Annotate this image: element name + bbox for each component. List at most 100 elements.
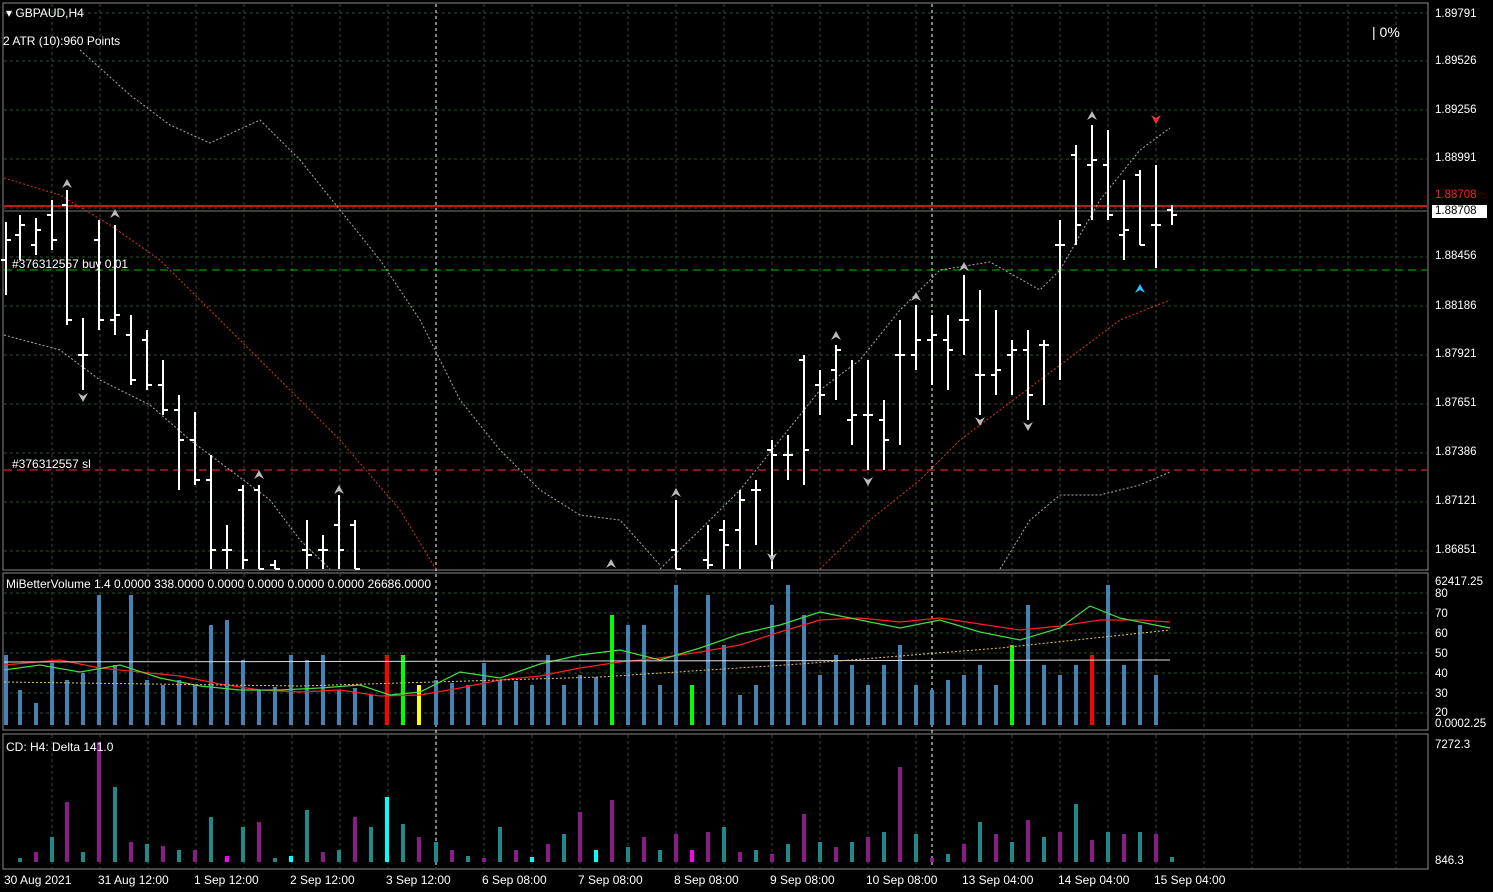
chevron-down-icon: ▾ xyxy=(6,6,13,20)
time-label: 31 Aug 12:00 xyxy=(98,873,169,887)
delta-indicator-label: CD: H4: Delta 141.0 xyxy=(6,740,114,754)
volume-bar xyxy=(417,685,421,725)
upper-envelope xyxy=(79,49,661,566)
delta-bar xyxy=(594,850,598,862)
price-tick: 1.89256 xyxy=(1435,104,1477,116)
delta-bar xyxy=(578,812,582,862)
volume-bar xyxy=(97,595,101,725)
delta-bar xyxy=(850,842,854,862)
volume-bar xyxy=(818,675,822,725)
price-tick: 1.88456 xyxy=(1435,250,1477,262)
volume-tick: 20 xyxy=(1435,707,1448,719)
delta-bar xyxy=(289,856,293,862)
delta-bar xyxy=(273,858,277,862)
volume-dotted-average xyxy=(3,629,1171,687)
delta-bar xyxy=(417,837,421,862)
fractal-arrows xyxy=(62,111,1161,568)
volume-tick: 50 xyxy=(1435,648,1448,660)
delta-bar xyxy=(706,832,710,862)
price-tick: 1.86851 xyxy=(1435,544,1477,556)
fractal-up-arrow xyxy=(334,485,344,494)
volume-bar xyxy=(369,695,373,725)
volume-bar xyxy=(321,655,325,725)
volume-bar xyxy=(594,677,598,725)
volume-bar xyxy=(770,605,774,725)
price-bars xyxy=(1,125,1177,570)
volume-bar xyxy=(177,680,181,725)
volume-bar xyxy=(18,690,22,725)
delta-bar xyxy=(530,857,534,862)
time-label: 15 Sep 04:00 xyxy=(1154,873,1226,887)
symbol-dropdown[interactable]: ▾ GBPAUD,H4 xyxy=(6,6,84,20)
volume-bar xyxy=(81,673,85,725)
volume-bar xyxy=(1058,675,1062,725)
delta-bar xyxy=(434,842,438,862)
volume-bar xyxy=(978,665,982,725)
delta-bar xyxy=(882,832,886,862)
price-tick: 1.88991 xyxy=(1435,152,1477,164)
volume-bar xyxy=(706,595,710,725)
volume-bar xyxy=(930,690,934,725)
delta-bar xyxy=(914,834,918,862)
delta-bar xyxy=(626,847,630,862)
delta-min-label: 846.3 xyxy=(1435,855,1464,867)
volume-bar xyxy=(882,665,886,725)
volume-bar xyxy=(482,663,486,725)
volume-bar xyxy=(1042,665,1046,725)
volume-bar xyxy=(786,585,790,725)
delta-bar xyxy=(225,856,229,862)
trend-ma-red-right xyxy=(819,299,1171,570)
volume-bar xyxy=(1090,655,1094,725)
volume-bar xyxy=(994,685,998,725)
delta-bar xyxy=(337,850,341,862)
volume-bar xyxy=(353,688,357,725)
delta-bar xyxy=(754,850,758,862)
delta-bar xyxy=(834,847,838,862)
delta-bar xyxy=(1170,857,1174,862)
delta-bar xyxy=(514,850,518,862)
delta-bar xyxy=(802,814,806,862)
delta-bar xyxy=(546,844,550,862)
volume-tick: 40 xyxy=(1435,668,1448,680)
volume-bar xyxy=(257,690,261,725)
volume-tick: 60 xyxy=(1435,628,1448,640)
delta-bar xyxy=(1074,804,1078,862)
delta-bar xyxy=(113,787,117,862)
volume-bar xyxy=(962,675,966,725)
volume-bar xyxy=(866,685,870,725)
volume-bar xyxy=(1106,585,1110,725)
volume-tick: 80 xyxy=(1435,588,1448,600)
volume-bar xyxy=(385,655,389,725)
delta-bar xyxy=(1042,837,1046,862)
fractal-up-arrow xyxy=(606,559,616,568)
delta-bar xyxy=(866,837,870,862)
volume-bar xyxy=(898,645,902,725)
volume-bar xyxy=(273,687,277,725)
volume-white-level xyxy=(3,659,1171,663)
volume-bar xyxy=(1138,625,1142,725)
chart-grid xyxy=(4,4,1427,868)
fractal-down-arrow xyxy=(78,393,88,402)
fractal-up-arrow xyxy=(110,209,120,218)
volume-bar xyxy=(514,681,518,725)
delta-bar xyxy=(1026,820,1030,862)
volume-tick: 30 xyxy=(1435,688,1448,700)
price-tick: 1.89526 xyxy=(1435,55,1477,67)
delta-bar xyxy=(482,858,486,862)
volume-panel-frame xyxy=(2,572,1429,731)
volume-red-average xyxy=(3,617,1171,697)
delta-bar xyxy=(177,850,181,862)
time-label: 9 Sep 08:00 xyxy=(770,873,835,887)
volume-histogram xyxy=(3,585,1171,725)
current-price-tag: 1.88708 xyxy=(1432,205,1487,218)
time-label: 7 Sep 08:00 xyxy=(578,873,643,887)
buy-order-label[interactable]: #376312557 buy 0.01 xyxy=(12,257,129,271)
delta-bar xyxy=(161,846,165,862)
delta-bar xyxy=(674,834,678,862)
delta-bar xyxy=(1058,832,1062,862)
sl-order-label[interactable]: #376312557 sl xyxy=(12,457,91,471)
delta-bar xyxy=(786,844,790,862)
volume-bar xyxy=(690,685,694,725)
delta-bar xyxy=(818,842,822,862)
